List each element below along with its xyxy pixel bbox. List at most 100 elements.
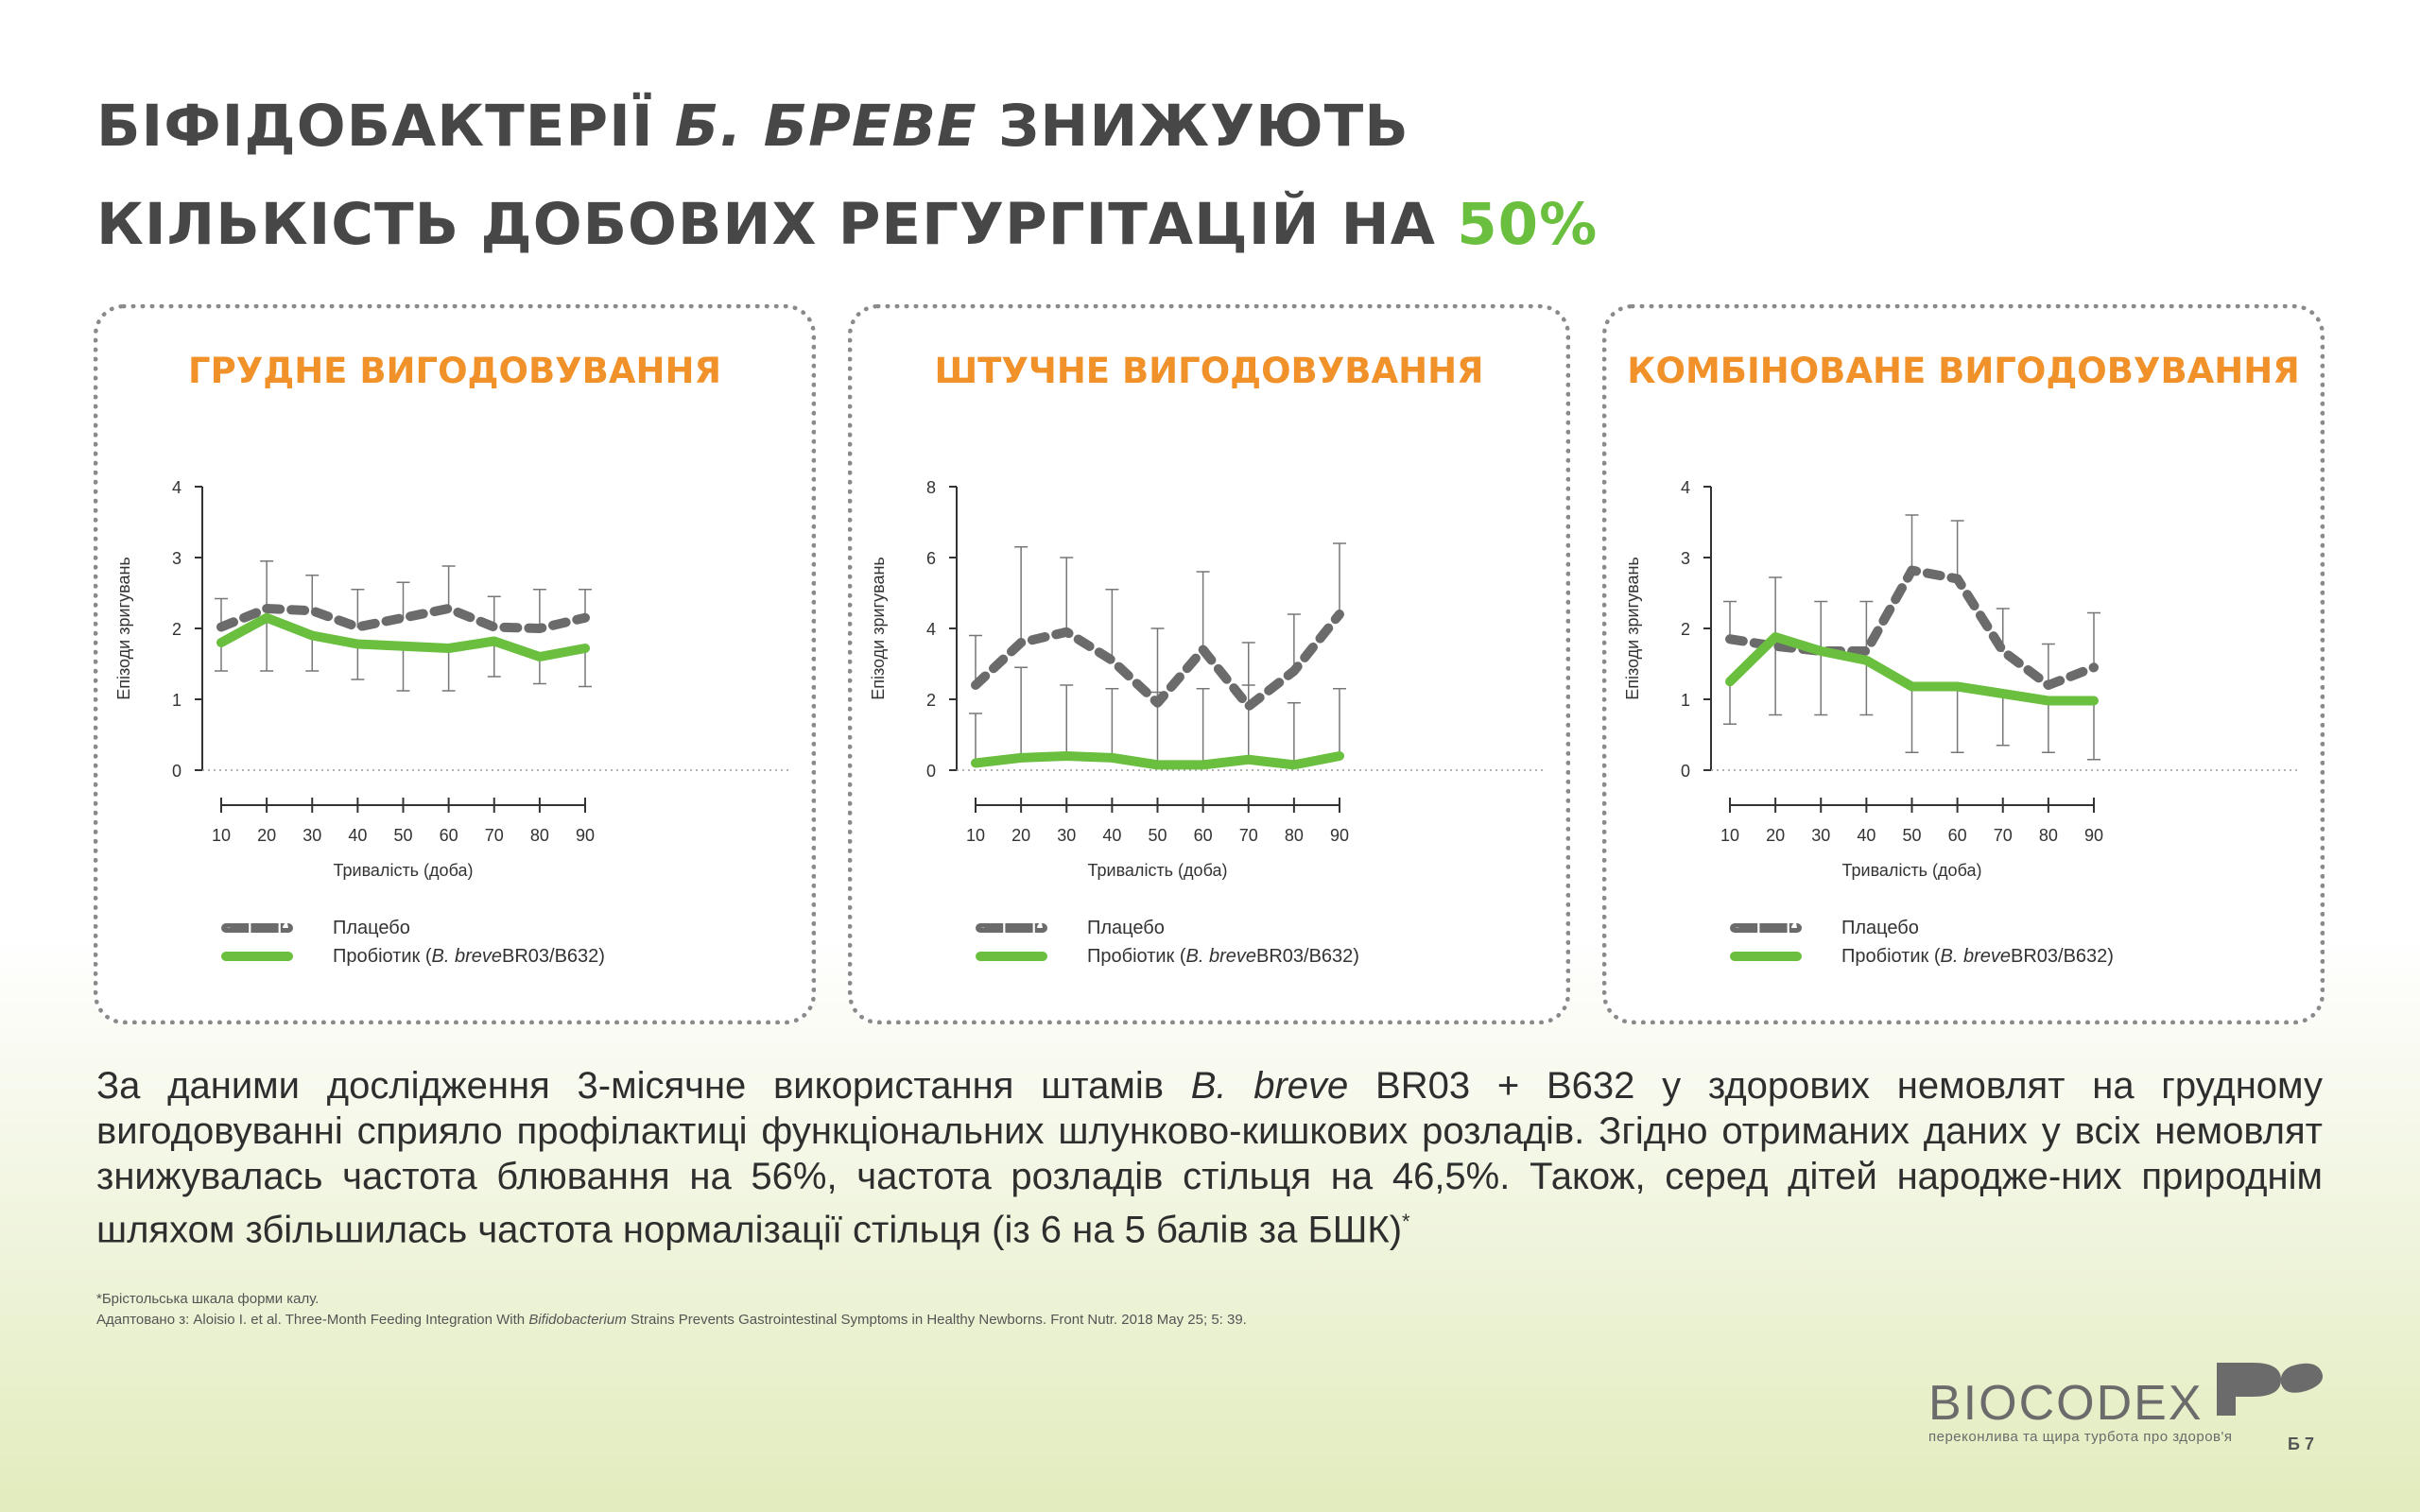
data-point [266,608,268,610]
data-point [1339,755,1340,757]
legend-label: Плацебо [1841,917,1919,938]
x-tick-label: 60 [440,826,458,845]
y-tick-label: 0 [926,762,936,781]
data-point [402,616,405,619]
chart-title: КОМБІНОВАНЕ ВИГОДОВУВАННЯ [1627,351,2300,391]
data-point [356,626,359,628]
legend-swatch-probiotic [221,952,293,961]
x-tick-label: 50 [393,826,412,845]
legend-label-italic: B. breve [1940,945,2011,967]
data-point [975,762,977,765]
data-point [1065,755,1068,757]
y-tick-label: 1 [172,691,182,710]
chart-formula: 0 2 4 6 8 Епізоди зригувань 10 20 30 40 50 60 70 80 90… [869,478,1543,880]
data-point [311,634,314,637]
data-point [1020,642,1023,644]
data-point [402,644,405,647]
logo-shape-drop [2280,1363,2323,1393]
data-point [1339,613,1340,615]
x-tick-label: 70 [485,826,504,845]
legend-swatch-placebo [221,923,293,933]
series-line-placebo [1725,565,2099,690]
title-text: ЗНИЖУЮТЬ [977,93,1409,160]
x-tick-label: 60 [1194,826,1213,845]
chart-panel-formula: 0 2 4 6 8 Епізоди зригувань 10 20 30 40 50 60 70 80 90… [848,304,1570,1024]
legend-label: Пробіотик ( [333,945,432,967]
summary-italic-text: B. breve [1190,1065,1349,1107]
chart-title: ГРУДНЕ ВИГОДОВУВАННЯ [188,351,721,391]
data-point [1247,705,1250,708]
summary-text: За даними дослідження 3-місячне використ… [96,1065,1191,1107]
data-point [1247,758,1250,761]
y-tick-label: 3 [172,549,182,568]
data-point [1774,644,1777,647]
chart-legend: Плацебо Пробіотик (B. breve BR03/B632) [976,914,1359,971]
data-point [1910,569,1913,572]
data-point [447,608,450,610]
legend-label: BR03/B632) [1256,945,1359,967]
x-tick-label: 40 [1857,826,1876,845]
data-point [584,616,586,619]
y-tick-label: 3 [1681,549,1690,568]
data-point [1910,685,1913,688]
data-point [1865,650,1868,652]
data-point [2093,699,2095,702]
y-tick-label: 0 [172,762,182,781]
logo-tagline: переконлива та щира турбота про здоров'я [1928,1429,2233,1445]
data-point [447,647,450,649]
data-point [1820,650,1823,652]
data-point [311,610,314,612]
footnote-reference: Адаптовано з: Aloisio I. et al. Three-Mo… [96,1310,1987,1331]
y-tick-label: 2 [172,620,182,639]
y-tick-label: 4 [926,620,936,639]
legend-item-placebo: Плацебо [976,914,1359,942]
data-point [356,643,359,645]
legend-item-placebo: Плацебо [221,914,605,942]
chart-panel-breastfeeding: 0 1 2 3 4 Епізоди зригувань 10 20 30 40 50 60 70 80 90… [94,304,816,1024]
data-point [2047,699,2049,702]
title-text: БІФІДОБАКТЕРІЇ [96,93,675,160]
logo-shape-d [2217,1363,2281,1416]
x-axis-label: Тривалість (доба) [334,861,474,880]
title-accent-text: 50% [1457,191,1599,258]
data-point [493,626,495,628]
x-tick-label: 50 [1902,826,1921,845]
y-tick-label: 2 [926,691,936,710]
legend-label: Пробіотик ( [1841,945,1941,967]
x-tick-label: 60 [1948,826,1967,845]
reference-text: Адаптовано з: Aloisio I. et al. Three-Mo… [96,1312,529,1328]
chart-breastfeeding: 0 1 2 3 4 Епізоди зригувань 10 20 30 40 50 60 70 80 90… [114,478,788,880]
x-tick-label: 90 [2084,826,2103,845]
footnotes: *Брістольська шкала форми калу. Адаптова… [96,1289,1987,1331]
title-italic-text: Б. БРЕВЕ [674,93,977,160]
data-point [1956,577,1959,580]
reference-italic-text: Bifidobacterium [528,1312,627,1328]
data-point [1020,756,1023,759]
biocodex-logo-mark [2217,1363,2323,1416]
legend-swatch-placebo [976,923,1047,933]
data-point [220,642,222,644]
y-tick-label: 4 [172,478,182,497]
legend-label: BR03/B632) [2011,945,2114,967]
x-tick-label: 30 [1811,826,1830,845]
y-tick-label: 0 [1681,762,1690,781]
legend-swatch-probiotic [976,952,1047,961]
data-point [266,616,268,619]
data-point [2001,693,2004,695]
data-point [220,626,222,628]
data-point [975,684,977,686]
legend-label-italic: B. breve [431,945,502,967]
legend-label: Плацебо [1087,917,1165,938]
data-point [1292,764,1295,766]
x-tick-label: 40 [1102,826,1121,845]
data-point [2047,684,2049,686]
legend-item-placebo: Плацебо [1730,914,2114,942]
data-point [1956,685,1959,688]
x-tick-label: 20 [257,826,276,845]
chart-panel-combined: 0 1 2 3 4 Епізоди зригувань 10 20 30 40 50 60 70 80 90… [1602,304,2325,1024]
data-point [1111,756,1114,759]
page-number: Б 7 [2288,1435,2314,1453]
x-axis-label: Тривалість (доба) [1088,861,1228,880]
x-tick-label: 20 [1766,826,1785,845]
x-tick-label: 70 [1239,826,1258,845]
